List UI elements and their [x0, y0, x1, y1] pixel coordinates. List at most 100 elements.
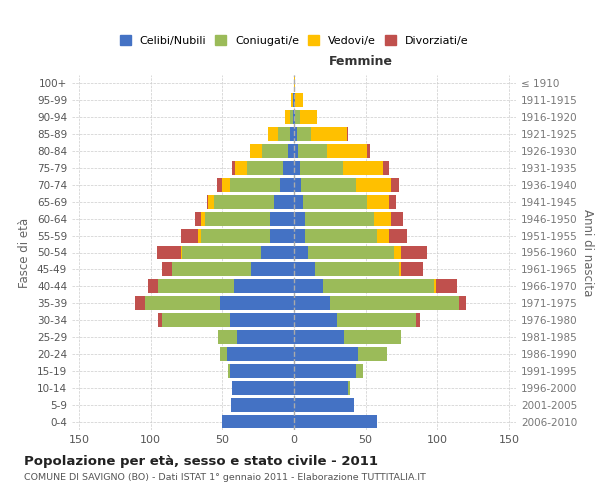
Bar [218, 330, 237, 344]
Bar [327, 144, 367, 158]
Bar [205, 212, 269, 226]
Bar [294, 144, 298, 158]
Bar [158, 280, 234, 293]
Bar [201, 212, 205, 226]
Legend: Celibi/Nubili, Coniugati/e, Vedovi/e, Divorziati/e: Celibi/Nubili, Coniugati/e, Vedovi/e, Di… [115, 31, 473, 50]
Bar [274, 195, 294, 208]
Bar [398, 262, 401, 276]
Bar [145, 296, 220, 310]
Bar [316, 262, 398, 276]
Bar [231, 398, 294, 411]
Bar [232, 381, 294, 394]
Bar [347, 127, 349, 141]
Bar [228, 364, 230, 378]
Bar [290, 127, 294, 141]
Bar [294, 347, 358, 361]
Bar [294, 76, 295, 90]
Bar [162, 262, 172, 276]
Bar [311, 127, 347, 141]
Bar [294, 178, 301, 192]
Bar [237, 330, 294, 344]
Bar [337, 313, 416, 327]
Bar [294, 296, 330, 310]
Bar [436, 280, 457, 293]
Bar [201, 228, 269, 242]
Bar [293, 110, 294, 124]
Bar [294, 414, 377, 428]
Bar [294, 280, 323, 293]
Y-axis label: Anni di nascita: Anni di nascita [581, 209, 594, 296]
Text: Femmine: Femmine [329, 55, 392, 68]
Bar [162, 313, 230, 327]
Bar [295, 110, 300, 124]
Bar [459, 296, 466, 310]
Bar [389, 195, 395, 208]
Bar [294, 262, 316, 276]
Bar [181, 246, 182, 260]
Bar [343, 161, 383, 175]
Bar [374, 212, 391, 226]
Bar [349, 381, 350, 394]
Bar [269, 228, 294, 242]
Bar [356, 364, 363, 378]
Bar [294, 127, 297, 141]
Bar [283, 161, 294, 175]
Bar [358, 347, 387, 361]
Text: COMUNE DI SAVIGNO (BO) - Dati ISTAT 1° gennaio 2011 - Elaborazione TUTTITALIA.IT: COMUNE DI SAVIGNO (BO) - Dati ISTAT 1° g… [24, 472, 426, 482]
Bar [232, 161, 235, 175]
Bar [198, 228, 201, 242]
Bar [389, 228, 407, 242]
Bar [295, 94, 302, 108]
Bar [251, 262, 294, 276]
Bar [294, 398, 354, 411]
Bar [294, 94, 295, 108]
Bar [330, 296, 459, 310]
Bar [291, 94, 293, 108]
Bar [268, 127, 278, 141]
Bar [294, 161, 300, 175]
Bar [294, 246, 308, 260]
Bar [401, 262, 423, 276]
Bar [135, 296, 145, 310]
Bar [206, 195, 208, 208]
Bar [302, 195, 367, 208]
Bar [220, 296, 294, 310]
Bar [148, 280, 158, 293]
Bar [223, 414, 294, 428]
Bar [308, 246, 394, 260]
Bar [220, 347, 227, 361]
Bar [247, 161, 283, 175]
Bar [195, 212, 201, 226]
Bar [297, 127, 311, 141]
Bar [278, 127, 290, 141]
Bar [367, 144, 370, 158]
Bar [227, 347, 294, 361]
Bar [172, 262, 251, 276]
Bar [230, 364, 294, 378]
Bar [208, 195, 214, 208]
Bar [344, 330, 401, 344]
Bar [294, 364, 356, 378]
Bar [223, 178, 230, 192]
Bar [300, 161, 343, 175]
Bar [294, 228, 305, 242]
Bar [323, 280, 434, 293]
Bar [394, 246, 401, 260]
Bar [293, 94, 294, 108]
Bar [214, 195, 274, 208]
Bar [230, 313, 294, 327]
Bar [301, 178, 356, 192]
Bar [294, 313, 337, 327]
Bar [290, 110, 293, 124]
Bar [181, 228, 198, 242]
Bar [262, 144, 288, 158]
Bar [230, 178, 280, 192]
Y-axis label: Fasce di età: Fasce di età [19, 218, 31, 288]
Bar [157, 246, 181, 260]
Bar [298, 144, 327, 158]
Bar [294, 212, 305, 226]
Bar [300, 110, 317, 124]
Bar [294, 381, 349, 394]
Bar [305, 212, 374, 226]
Bar [234, 280, 294, 293]
